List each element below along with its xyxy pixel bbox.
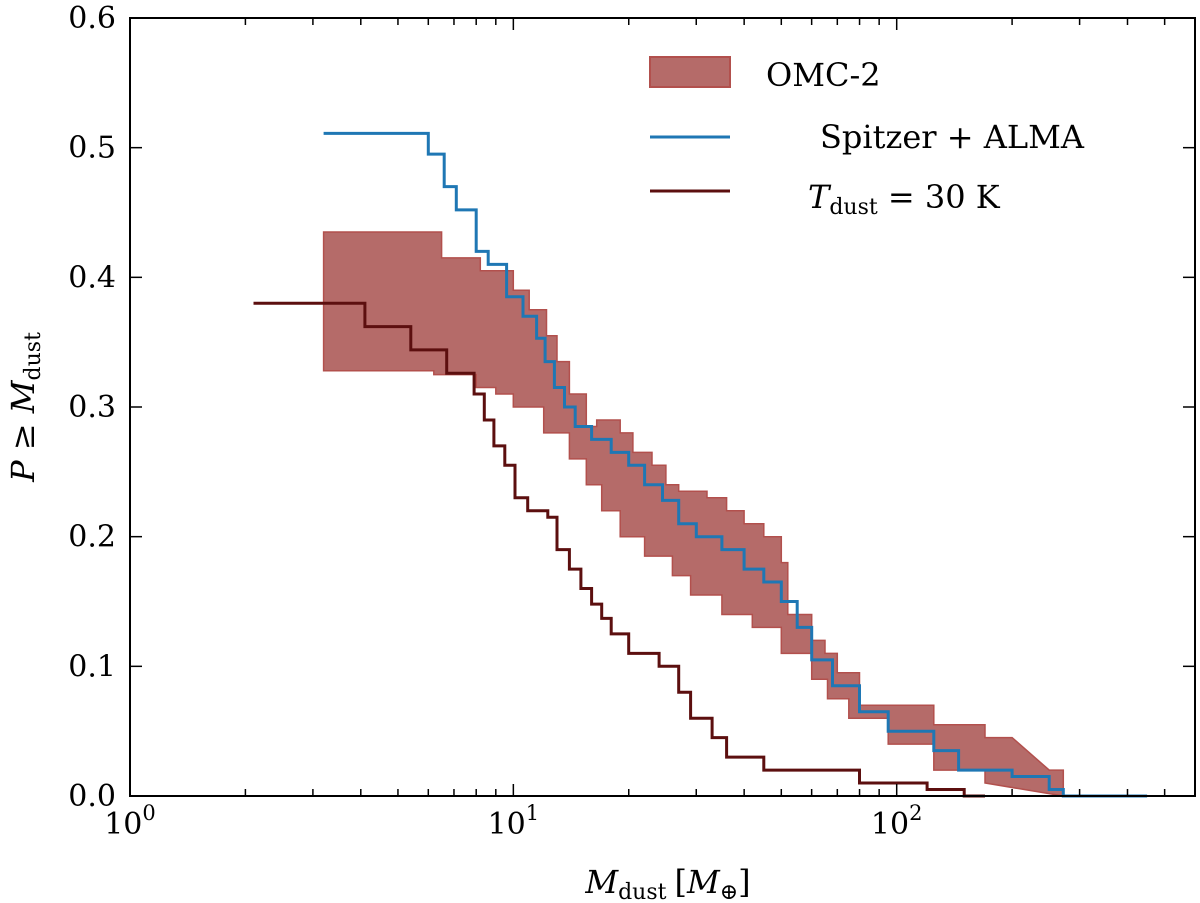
- y-tick-labels: 0.0 0.1 0.2 0.3 0.4 0.5 0.6: [68, 1, 116, 814]
- y-axis-label: P ≥ Mdust: [4, 332, 46, 483]
- y-tick-label: 0.4: [68, 260, 116, 295]
- x-tick-label: 102: [871, 801, 923, 842]
- y-tick-label: 0.6: [68, 1, 116, 36]
- y-axis-label-prefix: P ≥: [4, 413, 42, 483]
- legend-label-tdust: Tdust = 30 K: [808, 178, 1001, 220]
- plot-area: [253, 131, 1148, 798]
- tdust-30k-line: [253, 301, 985, 798]
- legend-tdust-sub: dust: [829, 195, 878, 220]
- axis-ticks: [129, 17, 1196, 797]
- x-axis-label-main: M: [584, 863, 619, 901]
- legend-label-spitzer: Spitzer + ALMA: [820, 118, 1085, 156]
- legend-label-omc2: OMC-2: [766, 56, 881, 94]
- x-tick-label: 101: [488, 801, 540, 842]
- x-tick-label: 100: [104, 801, 156, 842]
- legend-tdust-rest: = 30 K: [878, 178, 1001, 216]
- y-tick-label: 0.5: [68, 131, 116, 166]
- x-axis-label-sub: dust: [618, 880, 667, 903]
- x-tick-labels: 100 101 102: [104, 801, 922, 842]
- omc2-band: [322, 231, 1065, 797]
- legend: OMC-2 Spitzer + ALMA Tdust = 30 K: [649, 56, 1085, 220]
- spitzer-alma-line: [323, 131, 1148, 798]
- x-tick-base: 10: [871, 807, 909, 842]
- y-tick-label: 0.2: [68, 520, 116, 555]
- legend-band-swatch: [649, 56, 731, 88]
- x-tick-exponent: 2: [909, 801, 922, 825]
- y-tick-label: 0.1: [68, 649, 116, 684]
- x-tick-base: 10: [104, 807, 142, 842]
- y-tick-label: 0.0: [68, 779, 116, 814]
- x-axis-label-bracket-close: ]: [738, 863, 750, 901]
- x-axis-label-bracket-open: [: [674, 863, 686, 901]
- y-axis-label-sub: dust: [21, 332, 46, 381]
- x-tick-base: 10: [488, 807, 526, 842]
- y-axis-label-main: M: [4, 379, 42, 414]
- legend-tdust-main: T: [808, 178, 832, 216]
- x-tick-exponent: 0: [142, 801, 155, 825]
- y-tick-label: 0.3: [68, 390, 116, 425]
- x-axis-label-unit: M: [686, 863, 721, 901]
- x-axis-label: Mdust [M⊕]: [584, 863, 750, 903]
- x-tick-exponent: 1: [526, 801, 539, 825]
- x-axis-label-unit-sub: ⊕: [720, 880, 738, 903]
